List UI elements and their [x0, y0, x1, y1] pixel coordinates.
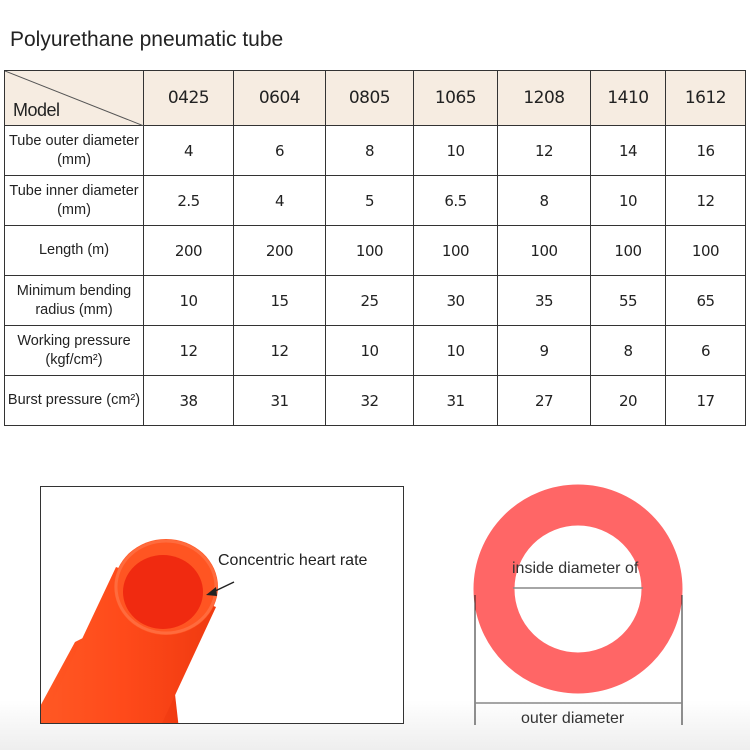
header-row: Model 0425 0604 0805 1065 1208 1410 1612: [4, 70, 746, 126]
table-cell: 4: [143, 125, 234, 176]
table-cell: 31: [413, 375, 498, 426]
diameter-diagram: inside diameter of outer diameter: [460, 480, 700, 730]
table-cell: 100: [413, 225, 498, 276]
table-cell: 10: [413, 125, 498, 176]
model-header: 1208: [497, 70, 591, 126]
table-cell: 6.5: [413, 175, 498, 226]
model-header: 1065: [413, 70, 498, 126]
table-cell: 35: [497, 275, 591, 326]
table-row: Tube outer diameter (mm) 4 6 8 10 12 14 16: [4, 125, 746, 176]
ring-diagram: [473, 484, 683, 725]
table-cell: 32: [325, 375, 414, 426]
corner-label: Model: [13, 100, 60, 120]
spec-table: Model 0425 0604 0805 1065 1208 1410 1612…: [4, 70, 746, 426]
table-cell: 8: [497, 175, 591, 226]
table-cell: 4: [233, 175, 326, 226]
table-cell: 38: [143, 375, 234, 426]
table-cell: 8: [325, 125, 414, 176]
table-row: Tube inner diameter (mm) 2.5 4 5 6.5 8 10 12: [4, 175, 746, 226]
table-cell: 31: [233, 375, 326, 426]
outer-diameter-label: outer diameter: [521, 710, 625, 727]
table-cell: 12: [497, 125, 591, 176]
page-title: Polyurethane pneumatic tube: [10, 28, 284, 51]
model-header: 1410: [590, 70, 666, 126]
table-cell: 12: [233, 325, 326, 376]
table-cell: 14: [590, 125, 666, 176]
row-label: Length (m): [4, 225, 144, 276]
row-label: Minimum bending radius (mm): [4, 275, 144, 326]
table-cell: 5: [325, 175, 414, 226]
corner-cell: Model: [4, 70, 144, 126]
model-header: 0805: [325, 70, 414, 126]
table-cell: 10: [143, 275, 234, 326]
table-cell: 65: [665, 275, 746, 326]
table-cell: 30: [413, 275, 498, 326]
table-cell: 6: [233, 125, 326, 176]
table-row: Minimum bending radius (mm) 10 15 25 30 35 55 6…: [4, 275, 746, 326]
tube-ring: [473, 484, 683, 694]
model-header: 1612: [665, 70, 746, 126]
row-label: Burst pressure (cm²): [4, 375, 144, 426]
row-label: Working pressure (kgf/cm²): [4, 325, 144, 376]
table-cell: 9: [497, 325, 591, 376]
table-cell: 12: [143, 325, 234, 376]
table-row: Length (m) 200 200 100 100 100 100 100: [4, 225, 746, 276]
table-cell: 27: [497, 375, 591, 426]
table-cell: 10: [590, 175, 666, 226]
table-cell: 100: [497, 225, 591, 276]
table-cell: 100: [325, 225, 414, 276]
table-cell: 200: [143, 225, 234, 276]
model-header: 0604: [233, 70, 326, 126]
table-cell: 100: [665, 225, 746, 276]
row-label: Tube outer diameter (mm): [4, 125, 144, 176]
table-cell: 200: [233, 225, 326, 276]
row-label: Tube inner diameter (mm): [4, 175, 144, 226]
table-cell: 10: [325, 325, 414, 376]
tube-image: [41, 539, 235, 723]
table-cell: 15: [233, 275, 326, 326]
table-cell: 25: [325, 275, 414, 326]
table-cell: 10: [413, 325, 498, 376]
photo-annotation: Concentric heart rate: [218, 552, 368, 569]
table-cell: 17: [665, 375, 746, 426]
table-cell: 2.5: [143, 175, 234, 226]
model-header: 0425: [143, 70, 234, 126]
diagonal-line: [5, 71, 144, 126]
table-row: Working pressure (kgf/cm²) 12 12 10 10 9 8 6: [4, 325, 746, 376]
tube-photo: [40, 486, 404, 724]
inner-diameter-label: inside diameter of: [512, 560, 639, 577]
table-cell: 8: [590, 325, 666, 376]
table-row: Burst pressure (cm²) 38 31 32 31 27 20 17: [4, 375, 746, 426]
table-cell: 12: [665, 175, 746, 226]
table-cell: 55: [590, 275, 666, 326]
table-cell: 6: [665, 325, 746, 376]
table-cell: 16: [665, 125, 746, 176]
table-cell: 20: [590, 375, 666, 426]
table-cell: 100: [590, 225, 666, 276]
